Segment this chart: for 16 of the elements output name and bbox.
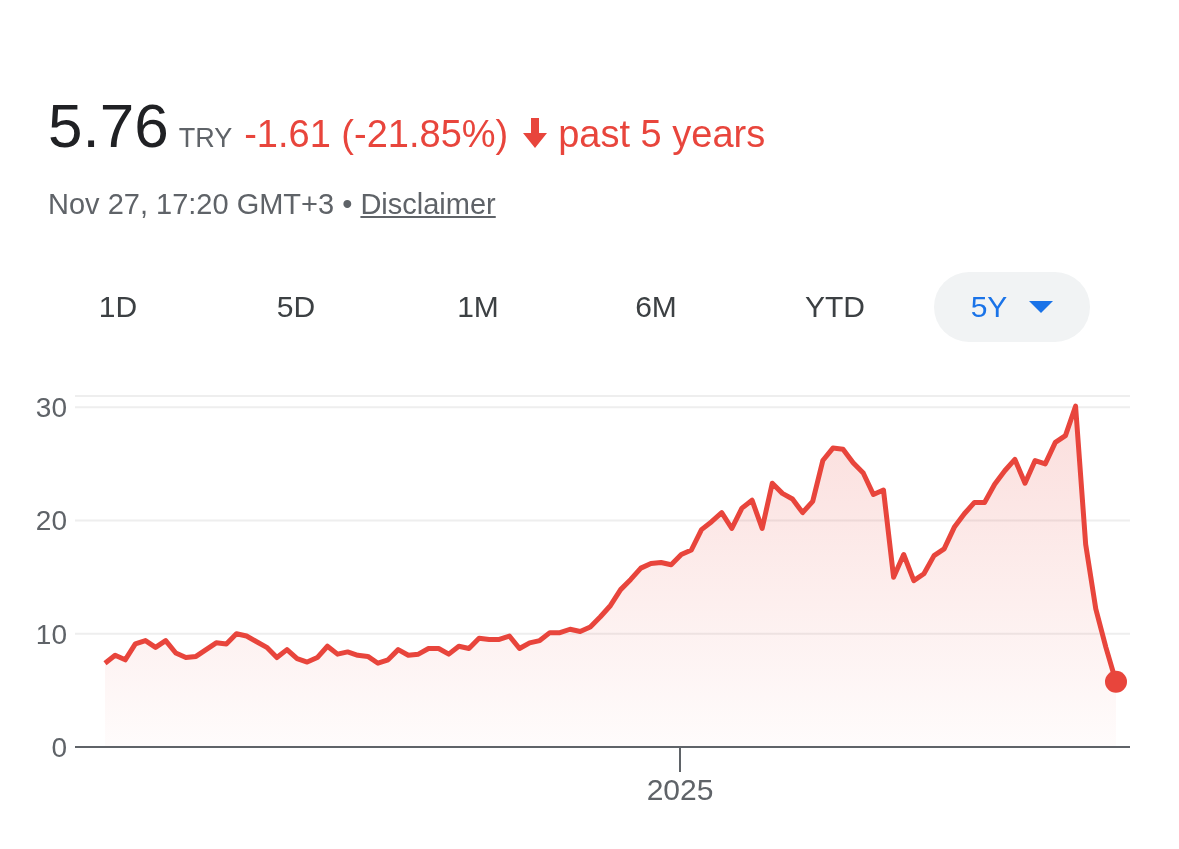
y-tick-label: 30 <box>35 392 67 424</box>
y-tick-label: 20 <box>35 505 67 537</box>
text: 5D <box>275 290 317 324</box>
text: TRY <box>178 123 233 154</box>
y-tick-label: 0 <box>51 731 67 763</box>
text: past 5 years <box>558 113 766 156</box>
text: YTD <box>804 290 866 324</box>
y-tick-label: 10 <box>35 618 67 650</box>
chart-title: 5.76 <box>48 90 169 161</box>
text: 1D <box>97 290 139 324</box>
chart-subtitle: Nov 27, 17:20 GMT+3 • Disclaimer <box>48 188 496 220</box>
text: 5Y <box>970 290 1008 324</box>
text: 6M <box>634 290 678 324</box>
text: -1.61 (-21.85%) <box>244 113 509 156</box>
text: 1M <box>456 290 500 324</box>
text: 2025 <box>645 772 715 808</box>
